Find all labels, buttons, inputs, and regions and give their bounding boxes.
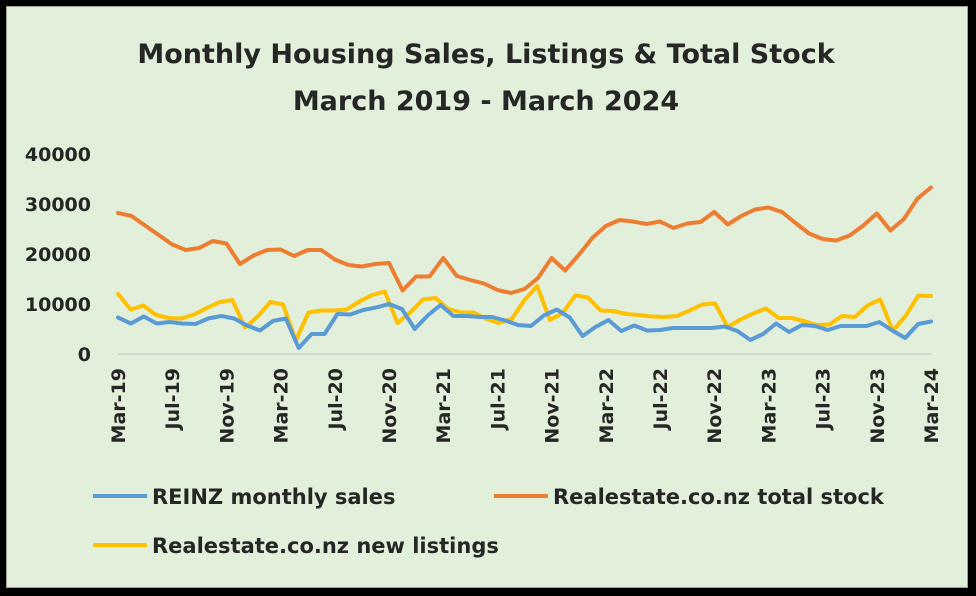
legend: REINZ monthly sales Realestate.co.nz tot… xyxy=(93,485,885,558)
series-line-new-listings xyxy=(116,284,933,343)
series-lines xyxy=(116,185,933,350)
y-tick-label: 20000 xyxy=(25,244,91,266)
line-chart: Monthly Housing Sales, Listings & Total … xyxy=(25,39,943,558)
chart-subtitle: March 2019 - March 2024 xyxy=(293,86,679,117)
x-tick-label: Nov-22 xyxy=(704,368,726,444)
x-tick-label: Nov-20 xyxy=(379,368,401,444)
legend-label-reinz-sales: REINZ monthly sales xyxy=(152,485,396,509)
series-line-reinz-sales xyxy=(116,302,933,350)
y-tick-label: 30000 xyxy=(25,194,91,216)
y-tick-label: 0 xyxy=(78,344,91,366)
y-tick-label: 10000 xyxy=(25,294,91,316)
y-axis: 0 10000 20000 30000 40000 xyxy=(25,144,91,366)
legend-label-new-listings: Realestate.co.nz new listings xyxy=(152,534,499,558)
x-tick-label: Jul-20 xyxy=(325,368,347,431)
x-tick-label: Mar-23 xyxy=(758,368,780,443)
y-tick-label: 40000 xyxy=(25,144,91,166)
x-tick-label: Jul-19 xyxy=(162,368,184,431)
series-line-total-stock xyxy=(116,185,933,295)
x-tick-label: Mar-24 xyxy=(921,368,943,443)
x-tick-label: Mar-20 xyxy=(271,368,293,443)
x-tick-label: Mar-19 xyxy=(108,368,130,443)
x-axis: Mar-19 Jul-19 Nov-19 Mar-20 Jul-20 Nov-20 Mar-… xyxy=(108,353,943,444)
x-tick-label: Mar-22 xyxy=(596,368,618,443)
x-tick-label: Jul-23 xyxy=(813,368,835,431)
x-tick-label: Mar-21 xyxy=(433,368,455,443)
legend-label-total-stock: Realestate.co.nz total stock xyxy=(553,485,885,509)
x-tick-label: Nov-19 xyxy=(216,368,238,444)
x-tick-label: Nov-23 xyxy=(867,368,889,444)
x-tick-label: Nov-21 xyxy=(542,368,564,444)
chart-title: Monthly Housing Sales, Listings & Total … xyxy=(137,39,835,70)
x-tick-label: Jul-21 xyxy=(487,368,509,431)
x-tick-label: Jul-22 xyxy=(650,368,672,431)
chart-panel: Monthly Housing Sales, Listings & Total … xyxy=(6,6,968,588)
